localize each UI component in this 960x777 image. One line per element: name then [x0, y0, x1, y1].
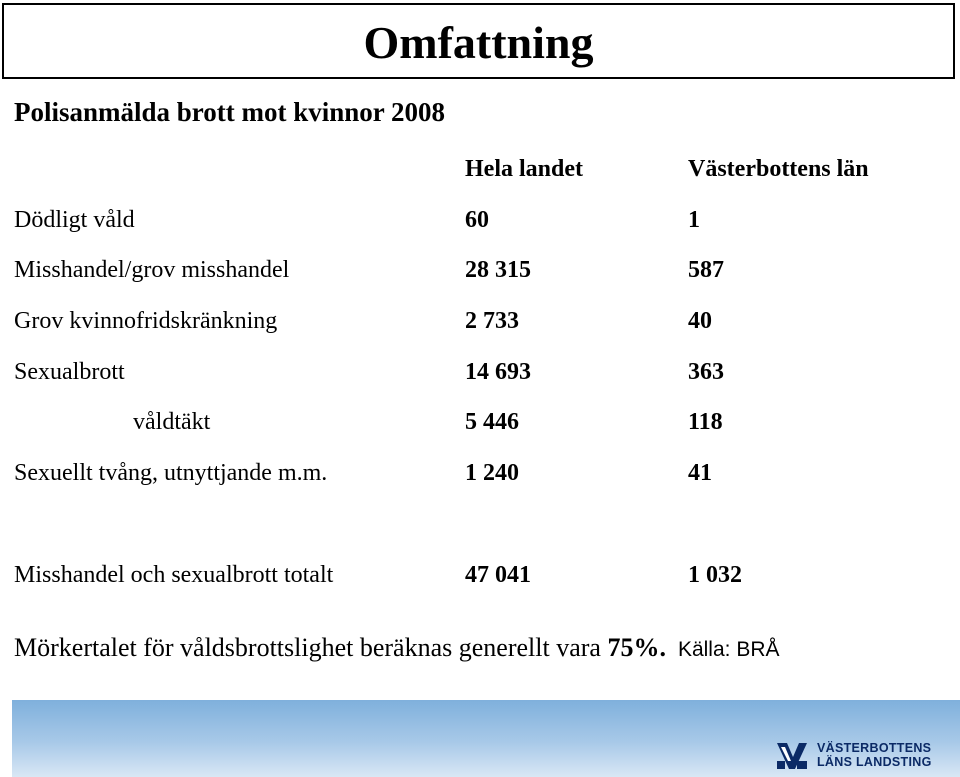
vll-logo: VÄSTERBOTTENS LÄNS LANDSTING [775, 741, 950, 773]
table-row: Sexuellt tvång, utnyttjande m.m. 1 240 4… [0, 456, 960, 490]
table-total-row: Misshandel och sexualbrott totalt 47 041… [0, 558, 960, 592]
value-hela-landet: 60 [465, 207, 489, 233]
value-vasterbotten: 587 [688, 257, 724, 283]
table-row: Grov kvinnofridskränkning 2 733 40 [0, 304, 960, 338]
table-row: Misshandel/grov misshandel 28 315 587 [0, 253, 960, 287]
title-box: Omfattning [2, 3, 955, 79]
table-row: Dödligt våld 60 1 [0, 203, 960, 237]
value-vasterbotten: 118 [688, 409, 723, 435]
row-label: Misshandel/grov misshandel [14, 257, 290, 283]
row-label: Sexuellt tvång, utnyttjande m.m. [14, 460, 328, 486]
slide-subtitle: Polisanmälda brott mot kvinnor 2008 [14, 97, 446, 127]
value-vasterbotten: 40 [688, 308, 712, 334]
value-vasterbotten: 1 [688, 207, 700, 233]
table-row: våldtäkt 5 446 118 [0, 405, 960, 439]
table-header-row: Hela landet Västerbottens län [0, 152, 960, 186]
column-header-hela-landet: Hela landet [465, 156, 583, 182]
source-label: Källa: BRÅ [677, 638, 780, 661]
value-vasterbotten: 363 [688, 359, 724, 385]
value-hela-landet: 14 693 [465, 359, 531, 385]
logo-line-2: LÄNS LANDSTING [817, 755, 932, 769]
total-hela-landet: 47 041 [465, 562, 531, 588]
slide-title: Omfattning [363, 17, 594, 68]
table-row: Sexualbrott 14 693 363 [0, 355, 960, 389]
total-vasterbotten: 1 032 [688, 562, 742, 588]
logo-line-1: VÄSTERBOTTENS [817, 741, 932, 755]
vll-logo-icon [777, 743, 807, 769]
column-header-vasterbotten: Västerbottens län [688, 156, 869, 182]
footnote-percent: 75%. [607, 633, 666, 662]
value-hela-landet: 2 733 [465, 308, 519, 334]
value-hela-landet: 5 446 [465, 409, 519, 435]
row-label: Grov kvinnofridskränkning [14, 308, 278, 334]
value-vasterbotten: 41 [688, 460, 712, 486]
value-hela-landet: 28 315 [465, 257, 531, 283]
total-label: Misshandel och sexualbrott totalt [14, 562, 334, 588]
row-label: Sexualbrott [14, 359, 125, 385]
value-hela-landet: 1 240 [465, 460, 519, 486]
row-label: Dödligt våld [14, 207, 135, 233]
footnote-text: Mörkertalet för våldsbrottslighet beräkn… [14, 633, 608, 662]
footnote: Mörkertalet för våldsbrottslighet beräkn… [14, 628, 780, 670]
row-label: våldtäkt [133, 409, 211, 435]
logo-text: VÄSTERBOTTENS LÄNS LANDSTING [817, 741, 932, 769]
